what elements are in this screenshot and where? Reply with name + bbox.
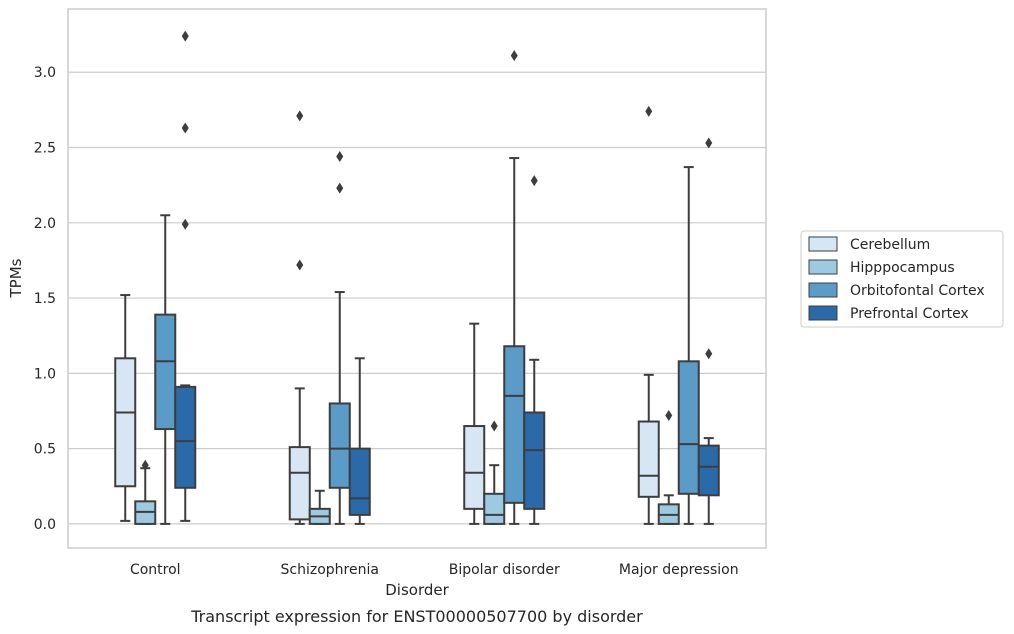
box-0-3 <box>174 30 197 522</box>
y-tick-label: 0.5 <box>34 442 56 458</box>
box-body <box>328 402 351 489</box>
legend-label: Cerebellum <box>850 237 930 253</box>
y-tick-label: 1.0 <box>34 366 56 382</box>
outlier-point <box>336 151 344 163</box>
outlier-point <box>510 50 518 62</box>
box-0-0 <box>114 294 137 522</box>
box-body <box>114 357 137 488</box>
box-body <box>348 447 371 516</box>
box-2-1 <box>483 420 506 525</box>
legend-frame <box>800 230 1004 328</box>
box-1-0 <box>288 110 311 525</box>
y-tick-label: 3.0 <box>34 65 56 81</box>
box-2-2 <box>503 50 526 525</box>
box-3-3 <box>697 137 720 525</box>
outlier-point <box>336 182 344 194</box>
legend: Cerebellum Hipppocampus Orbitofontal Corte… <box>800 230 1004 328</box>
x-tick-label: Control <box>130 562 181 578</box>
box-body <box>637 420 660 498</box>
box-3-2 <box>677 166 700 525</box>
legend-label: Orbitofontal Cortex <box>850 283 985 299</box>
box-1-2 <box>328 151 351 525</box>
plot-frame <box>67 8 767 549</box>
outlier-point <box>296 259 304 271</box>
legend-item: Prefrontal Cortex <box>808 305 969 322</box>
box-body <box>677 360 700 495</box>
box-3-1 <box>657 410 680 525</box>
outlier-point <box>705 137 713 149</box>
box-body <box>503 345 526 504</box>
y-tick-label: 2.5 <box>34 141 56 157</box>
legend-swatch <box>808 282 838 298</box>
box-0-1 <box>134 459 157 525</box>
outlier-point <box>181 30 189 42</box>
box-body <box>154 313 177 431</box>
y-tick-labels: 0.0 0.5 1.0 1.5 2.0 2.5 3.0 <box>34 65 56 533</box>
outlier-point <box>296 110 304 122</box>
legend-item: Cerebellum <box>808 236 930 253</box>
chart-caption: Transcript expression for ENST0000050770… <box>190 607 643 626</box>
legend-swatch <box>808 236 838 252</box>
x-axis-label: Disorder <box>385 581 449 599</box>
box-0-2 <box>154 214 177 525</box>
outlier-point <box>181 218 189 230</box>
legend-label: Hipppocampus <box>850 260 955 276</box>
x-tick-label: Major depression <box>619 562 739 578</box>
outlier-point <box>490 420 498 432</box>
box-body <box>697 444 720 497</box>
y-tick-label: 0.0 <box>34 517 56 533</box>
boxes <box>114 30 720 525</box>
box-1-1 <box>308 489 331 525</box>
outlier-point <box>645 105 653 117</box>
legend-swatch <box>808 259 838 275</box>
x-tick-label: Schizophrenia <box>281 562 379 578</box>
plot-background <box>68 9 766 548</box>
box-body <box>174 385 197 489</box>
box-1-3 <box>348 357 371 525</box>
box-2-3 <box>523 175 546 525</box>
outlier-point <box>141 459 149 471</box>
box-body <box>523 411 546 510</box>
box-body <box>483 492 506 525</box>
legend-item: Orbitofontal Cortex <box>808 282 985 299</box>
x-tick-labels: Control Schizophrenia Bipolar disorder Majo… <box>130 562 739 578</box>
outlier-point <box>181 122 189 134</box>
outlier-point <box>530 175 538 187</box>
outlier-point <box>705 348 713 360</box>
box-body <box>463 425 486 510</box>
box-3-0 <box>637 105 660 525</box>
y-axis-label: TPMs <box>7 258 25 298</box>
outlier-point <box>665 410 673 422</box>
box-2-0 <box>463 322 486 525</box>
y-tick-label: 2.0 <box>34 216 56 232</box>
x-tick-label: Bipolar disorder <box>449 562 560 578</box>
box-body <box>288 446 311 521</box>
y-tick-label: 1.5 <box>34 291 56 307</box>
legend-swatch <box>808 305 838 321</box>
legend-label: Prefrontal Cortex <box>850 306 969 322</box>
legend-item: Hipppocampus <box>808 259 955 276</box>
